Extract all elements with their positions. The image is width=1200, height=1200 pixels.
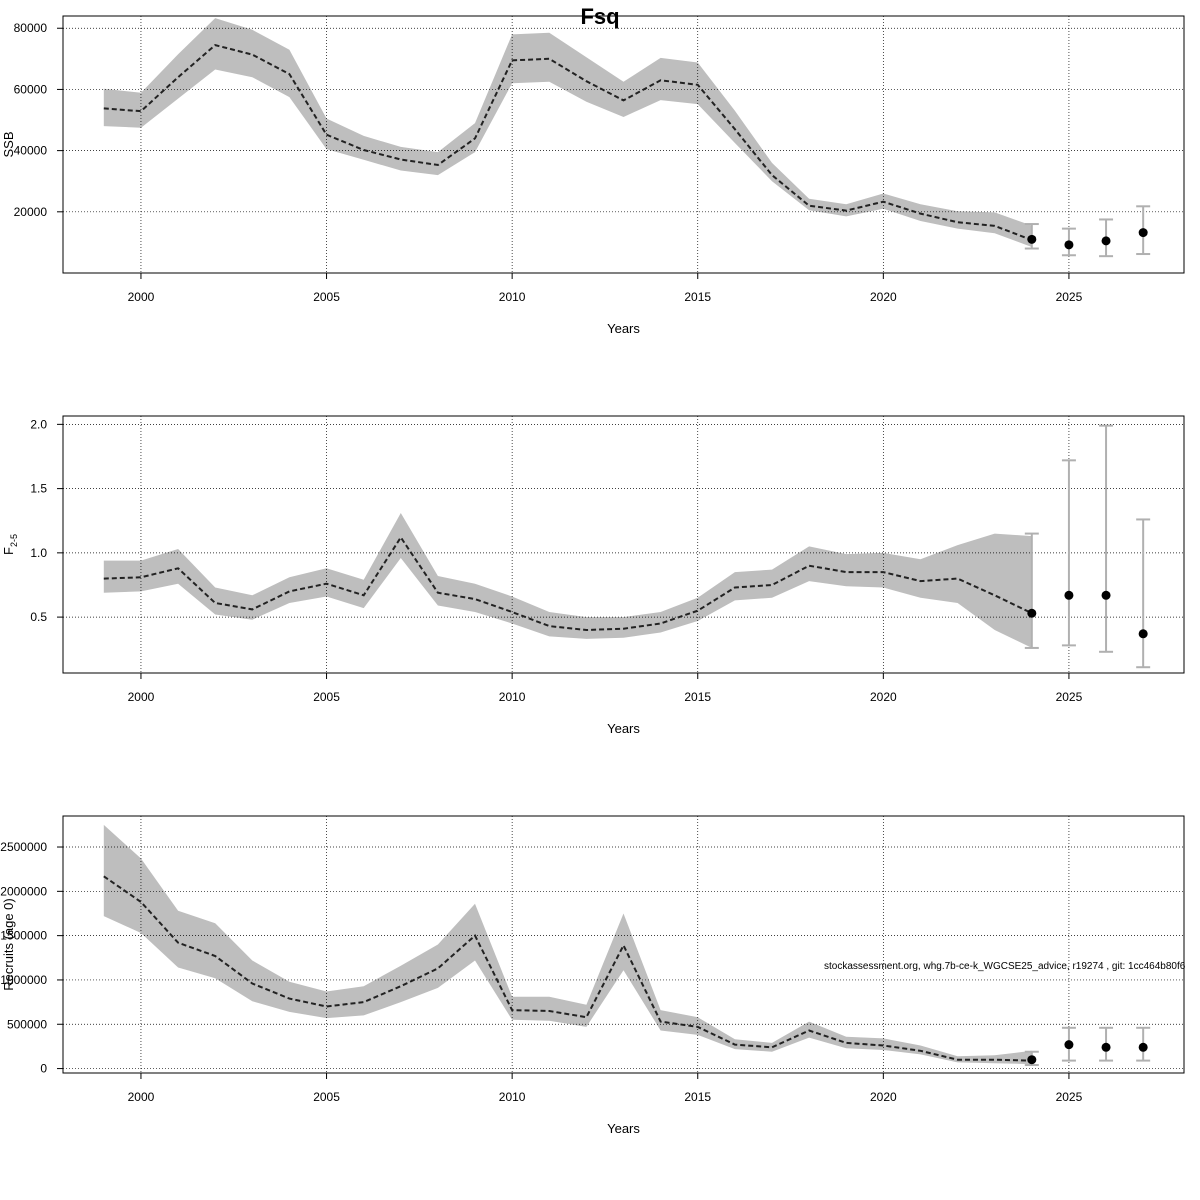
x-tick-label: 2020 — [870, 290, 897, 304]
plot-frame — [62, 15, 1185, 274]
x-tick-label: 2015 — [684, 1090, 711, 1104]
y-tick-label: 0.5 — [30, 610, 47, 624]
x-tick-label: 2005 — [313, 1090, 340, 1104]
x-tick-label: 2010 — [499, 290, 526, 304]
y-axis-title: F2-5 — [1, 534, 19, 555]
forecast-point — [1101, 590, 1111, 600]
x-tick-label: 2005 — [313, 290, 340, 304]
plot-frame — [62, 415, 1185, 674]
x-tick-label: 2005 — [313, 690, 340, 704]
x-tick-label: 2015 — [684, 290, 711, 304]
y-tick-label: 2.0 — [30, 417, 47, 431]
x-tick-label: 2000 — [128, 690, 155, 704]
y-tick-label: 500000 — [7, 1017, 47, 1031]
chart-panels: 2000 2005 2010 2015 2020 20252000040000600008… — [0, 15, 1185, 1136]
x-axis-title: Years — [607, 721, 640, 736]
confidence-band — [103, 18, 1032, 247]
forecast-point — [1064, 240, 1074, 250]
x-tick-label: 2000 — [128, 290, 155, 304]
y-tick-label: 1.0 — [30, 546, 47, 560]
confidence-band — [103, 824, 1032, 1065]
forecast-point — [1138, 228, 1148, 238]
x-tick-label: 2000 — [128, 1090, 155, 1104]
y-tick-label: 20000 — [14, 205, 48, 219]
y-tick-label: 2000000 — [0, 884, 47, 898]
x-tick-label: 2025 — [1056, 290, 1083, 304]
forecast-point — [1064, 590, 1074, 600]
y-tick-label: 1.5 — [30, 482, 47, 496]
confidence-band — [103, 513, 1032, 648]
forecast-point — [1027, 234, 1037, 244]
forecast-point — [1064, 1040, 1074, 1050]
forecast-point — [1101, 1042, 1111, 1052]
y-tick-label: 1000000 — [0, 973, 47, 987]
x-tick-label: 2025 — [1056, 1090, 1083, 1104]
y-tick-label: 40000 — [14, 144, 48, 158]
x-tick-label: 2025 — [1056, 690, 1083, 704]
forecast-point — [1138, 1042, 1148, 1052]
y-axis-title: SSB — [1, 131, 16, 157]
x-tick-label: 2010 — [499, 1090, 526, 1104]
x-tick-label: 2010 — [499, 690, 526, 704]
x-tick-label: 2020 — [870, 1090, 897, 1104]
forecast-point — [1101, 236, 1111, 246]
x-tick-label: 2020 — [870, 690, 897, 704]
y-axis-title: Recruits (age 0) — [1, 898, 16, 990]
y-tick-label: 60000 — [14, 82, 48, 96]
panel-1: 2000 2005 2010 2015 2020 2025 20000 40000 60000 8… — [1, 15, 1185, 336]
y-tick-label: 80000 — [14, 21, 48, 35]
estimate-line — [103, 535, 1033, 632]
y-axis-title-subscript: 2-5 — [9, 534, 19, 547]
panel-2: 2000 2005 2010 2015 2020 2025 0.5 1.0 1.5 2.0 Year… — [1, 415, 1185, 736]
chart-footnote: stockassessment.org, whg.7b-ce-k_WGCSE25… — [824, 961, 1186, 972]
y-tick-label: 0 — [40, 1062, 47, 1076]
estimate-line — [103, 44, 1033, 241]
x-axis-title: Years — [607, 1121, 640, 1136]
forecast-point — [1027, 608, 1037, 618]
forecast-point — [1138, 629, 1148, 639]
x-axis-title: Years — [607, 321, 640, 336]
estimate-line — [103, 875, 1032, 1062]
y-tick-label: 1500000 — [0, 929, 47, 943]
x-tick-label: 2015 — [684, 690, 711, 704]
forecast-point — [1027, 1055, 1037, 1065]
panel-3: 2000 2005 2010 2015 2020 2025 0 500000 1000000 15… — [0, 815, 1185, 1136]
plot-frame — [62, 815, 1185, 1074]
y-tick-label: 2500000 — [0, 840, 47, 854]
